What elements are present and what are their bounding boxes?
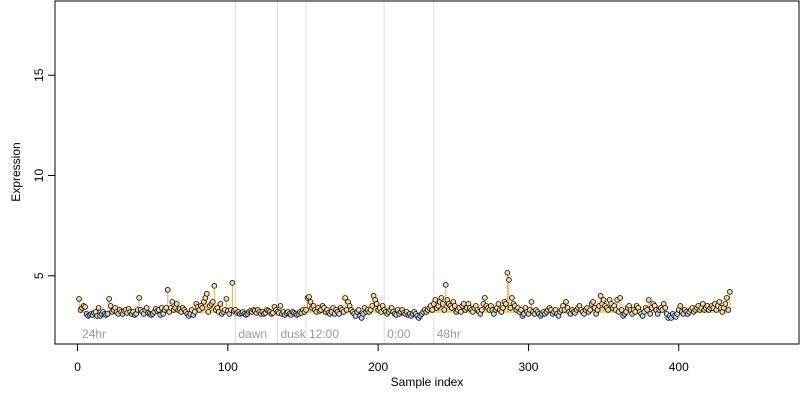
data-point: [191, 309, 198, 315]
data-point: [107, 303, 114, 309]
data-point: [563, 299, 569, 305]
data-point: [452, 303, 458, 309]
region-label: 48hr: [437, 327, 461, 341]
region-labels-layer: 24hr dawn dusk 12:00 0:00 48hr: [82, 327, 461, 341]
data-point: [590, 299, 596, 305]
data-point: [722, 301, 729, 307]
data-point: [503, 301, 509, 307]
x-tick-label: 0: [74, 360, 81, 374]
data-point: [727, 289, 733, 295]
x-tick-label: 200: [368, 360, 388, 374]
data-point: [442, 282, 449, 288]
data-point: [355, 307, 362, 313]
data-point: [506, 277, 512, 283]
data-point: [342, 295, 348, 301]
region-label: dawn: [238, 327, 267, 341]
data-point: [725, 307, 732, 313]
data-point: [647, 311, 653, 317]
data-point: [507, 305, 514, 311]
data-point: [210, 299, 216, 305]
data-point: [438, 295, 445, 301]
data-point: [605, 307, 611, 313]
data-point: [229, 280, 236, 286]
data-point: [482, 295, 488, 301]
data-point: [500, 305, 506, 311]
data-point: [518, 307, 524, 313]
data-point: [373, 301, 380, 307]
data-point: [458, 309, 464, 315]
data-point: [479, 307, 485, 313]
y-axis-label: Expression: [9, 142, 23, 201]
data-point: [76, 296, 82, 302]
data-point: [617, 295, 623, 301]
data-point: [204, 291, 210, 297]
data-point: [618, 307, 625, 313]
data-point: [277, 303, 284, 309]
data-point: [504, 269, 511, 276]
data-point: [716, 299, 723, 305]
data-point: [336, 311, 342, 317]
data-point: [700, 301, 706, 307]
data-point: [509, 295, 515, 301]
data-point: [432, 297, 439, 303]
data-point: [587, 307, 593, 313]
data-point: [82, 304, 88, 310]
data-point: [597, 293, 604, 299]
data-point: [136, 295, 142, 301]
y-tick-label: 5: [32, 272, 46, 279]
data-point: [303, 307, 309, 313]
data-point: [104, 311, 111, 317]
data-point: [217, 301, 224, 307]
data-point: [169, 299, 176, 305]
data-point: [495, 301, 502, 307]
data-point: [205, 309, 212, 315]
data-point: [439, 301, 446, 307]
data-point: [600, 297, 607, 303]
vlines-layer: [234, 1, 435, 344]
region-label: dusk: [280, 327, 306, 341]
data-point: [645, 297, 652, 303]
data-point: [724, 295, 730, 301]
y-tick-label: 15: [32, 68, 46, 82]
data-point: [441, 307, 448, 313]
data-point: [211, 283, 218, 289]
x-tick-label: 300: [518, 360, 538, 374]
data-point: [106, 296, 112, 302]
y-axis: 5 10 15: [32, 68, 56, 279]
data-point: [223, 296, 230, 302]
data-point: [662, 305, 669, 311]
data-point: [95, 305, 102, 311]
data-point: [164, 287, 171, 293]
data-point: [199, 305, 206, 311]
region-label: 24hr: [82, 327, 106, 341]
data-point: [307, 299, 314, 305]
data-point: [528, 299, 535, 305]
region-label: 12:00: [309, 327, 339, 341]
data-point: [173, 301, 180, 307]
x-axis: 0 100 200 300 400: [74, 343, 689, 374]
data-point: [143, 305, 150, 311]
x-tick-label: 400: [669, 360, 689, 374]
x-tick-label: 100: [218, 360, 238, 374]
x-axis-label: Sample index: [391, 375, 464, 389]
region-label: 0:00: [387, 327, 411, 341]
data-point: [306, 294, 312, 300]
data-point: [644, 307, 650, 313]
y-tick-label: 10: [32, 169, 46, 183]
data-point: [677, 303, 684, 309]
data-point: [369, 303, 375, 309]
data-point: [429, 307, 436, 313]
points-layer: [76, 269, 733, 321]
